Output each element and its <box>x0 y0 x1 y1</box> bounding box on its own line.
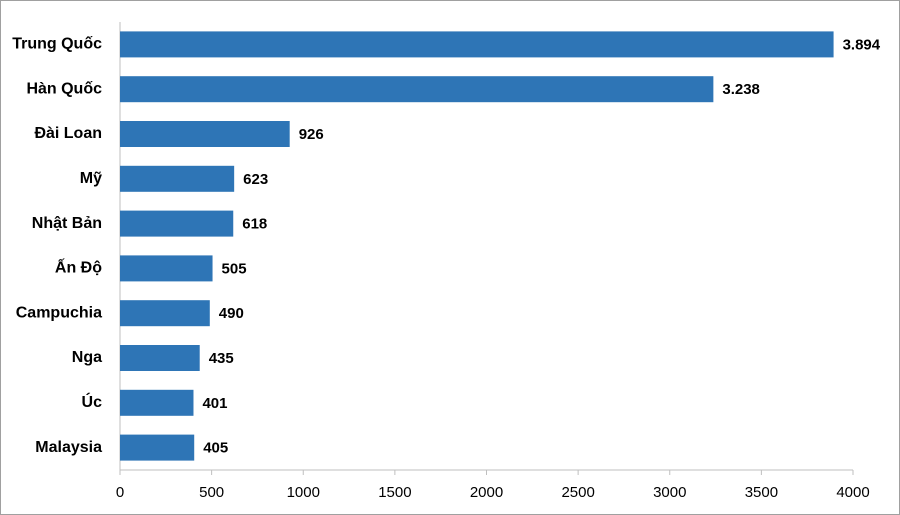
y-tick-label: Nhật Bản <box>32 215 102 232</box>
x-tick-label: 2000 <box>470 484 503 501</box>
value-label: 401 <box>202 395 227 412</box>
y-tick-label: Campuchia <box>16 304 102 321</box>
bar <box>120 121 290 147</box>
y-tick-label: Đài Loan <box>34 125 102 142</box>
x-tick-label: 1500 <box>378 484 411 501</box>
x-tick-label: 1000 <box>287 484 320 501</box>
x-tick-label: 4000 <box>836 484 869 501</box>
value-label: 618 <box>242 216 267 233</box>
bar <box>120 255 213 282</box>
bar <box>120 31 834 58</box>
bar <box>120 389 194 416</box>
bar <box>120 345 200 371</box>
value-label: 926 <box>299 126 324 143</box>
bar <box>120 434 195 461</box>
bar <box>120 300 210 327</box>
y-tick-label: Trung Quốc <box>12 36 102 53</box>
value-label: 3.238 <box>722 81 760 98</box>
value-label: 623 <box>243 171 268 188</box>
y-tick-label: Mỹ <box>80 170 102 187</box>
y-tick-label: Úc <box>82 392 103 411</box>
bar <box>120 76 714 103</box>
x-tick-label: 0 <box>116 484 124 501</box>
value-label: 505 <box>222 260 247 277</box>
value-label: 435 <box>209 350 234 367</box>
value-label: 3.894 <box>843 36 881 53</box>
bar <box>120 210 234 237</box>
bar <box>120 165 235 192</box>
value-label: 405 <box>203 440 228 457</box>
value-label: 490 <box>219 305 244 322</box>
x-tick-label: 3500 <box>745 484 778 501</box>
x-tick-label: 3000 <box>653 484 686 501</box>
y-tick-label: Malaysia <box>35 439 102 456</box>
y-tick-label: Nga <box>72 349 102 366</box>
x-tick-label: 500 <box>199 484 224 501</box>
y-tick-label: Hàn Quốc <box>26 80 102 97</box>
x-tick-label: 2500 <box>561 484 594 501</box>
y-tick-label: Ấn Độ <box>55 258 102 277</box>
